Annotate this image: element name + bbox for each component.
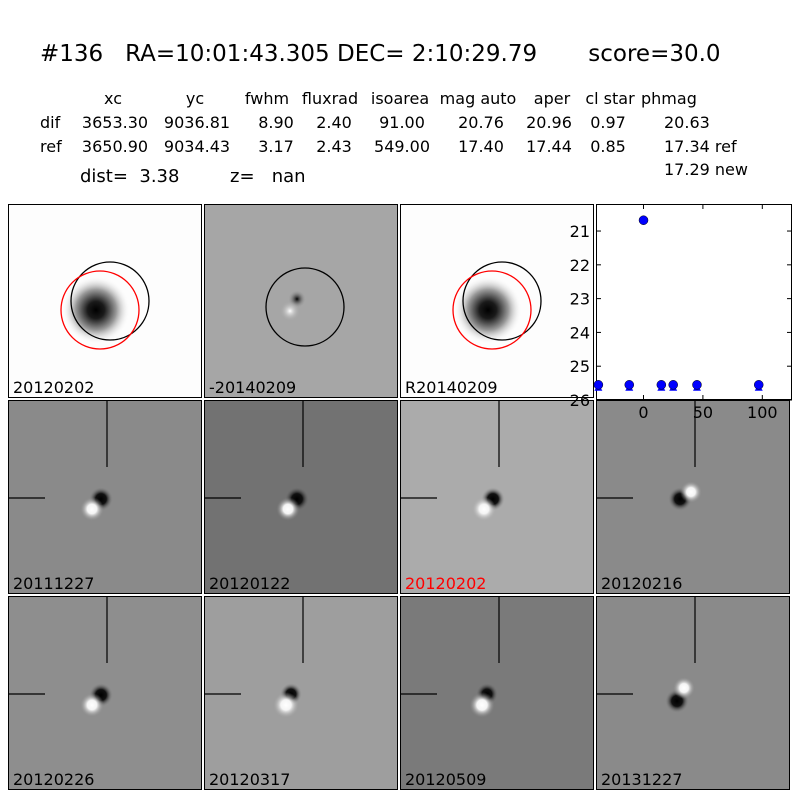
cutout-image bbox=[9, 597, 113, 717]
table-cell: 2.40 bbox=[316, 113, 352, 132]
stamp-panel: R20140209 bbox=[400, 204, 594, 398]
y-tick-label: 23 bbox=[570, 290, 590, 309]
data-point bbox=[753, 380, 764, 390]
column-header: phmag bbox=[641, 89, 697, 108]
aperture-circle-new bbox=[452, 270, 532, 350]
cutout-label: 20120122 bbox=[209, 574, 291, 593]
cutout-label: 20111227 bbox=[13, 574, 95, 593]
table-cell: 9036.81 bbox=[163, 113, 231, 132]
table-cell: 20.76 bbox=[458, 113, 504, 132]
data-point bbox=[668, 380, 678, 390]
column-header: yc bbox=[185, 89, 205, 108]
cutout-panel: 20120509 bbox=[400, 596, 594, 790]
row-label: dif bbox=[40, 113, 61, 132]
stamp-panel: 20120202 bbox=[8, 204, 202, 398]
x-tick-label: 50 bbox=[693, 403, 713, 422]
cutout-image bbox=[205, 597, 304, 718]
data-point bbox=[624, 380, 635, 390]
light-curve-frame bbox=[596, 204, 792, 400]
column-header: fwhm bbox=[244, 89, 290, 108]
column-header: isoarea bbox=[370, 89, 430, 108]
phmag-new: 17.29 new bbox=[664, 160, 748, 179]
cutout-panel: 20120122 bbox=[204, 400, 398, 594]
z-value: z= nan bbox=[230, 166, 306, 187]
cutout-panel: 20120216 bbox=[596, 400, 790, 594]
cutout-image bbox=[401, 597, 500, 718]
table-cell: 17.40 bbox=[458, 137, 504, 156]
stamp-image bbox=[401, 205, 593, 397]
cutout-panel: 20120317 bbox=[204, 596, 398, 790]
y-tick-label: 21 bbox=[570, 222, 590, 241]
column-header: cl star bbox=[585, 89, 635, 108]
column-header: aper bbox=[533, 89, 571, 108]
x-tick-label: 100 bbox=[747, 403, 778, 422]
stamp-image bbox=[9, 205, 201, 397]
column-header: fluxrad bbox=[301, 89, 359, 108]
y-tick-label: 26 bbox=[570, 391, 590, 410]
table-cell: 20.96 bbox=[526, 113, 572, 132]
cutout-image bbox=[9, 401, 113, 521]
positive-residual bbox=[673, 677, 695, 699]
column-header: mag auto bbox=[439, 89, 517, 108]
table-cell: 3650.90 bbox=[81, 137, 149, 156]
table-cell: 17.44 bbox=[526, 137, 572, 156]
y-tick-label: 22 bbox=[570, 256, 590, 275]
aperture-circle-ref bbox=[265, 267, 345, 347]
stamp-label: R20140209 bbox=[405, 378, 498, 397]
positive-residual bbox=[276, 497, 300, 521]
positive-residual bbox=[472, 497, 496, 521]
table-cell: 9034.43 bbox=[163, 137, 231, 156]
stamp-panel: -20140209 bbox=[204, 204, 398, 398]
cutout-image bbox=[401, 401, 505, 521]
data-point bbox=[593, 380, 604, 390]
data-point bbox=[638, 215, 649, 225]
positive-residual bbox=[80, 497, 104, 521]
table-cell: 20.63 bbox=[664, 113, 710, 132]
table-cell: 2.43 bbox=[316, 137, 352, 156]
stamp-label: 20120202 bbox=[13, 378, 95, 397]
table-cell: 8.90 bbox=[258, 113, 294, 132]
x-tick-label: 0 bbox=[638, 403, 648, 422]
table-cell: 17.34 ref bbox=[664, 137, 737, 156]
cutout-label: 20120317 bbox=[209, 770, 291, 789]
cutout-image bbox=[597, 597, 696, 713]
table-cell: 549.00 bbox=[374, 137, 430, 156]
positive-residual bbox=[469, 692, 495, 718]
cutout-label: 20120216 bbox=[601, 574, 683, 593]
data-point bbox=[656, 380, 667, 390]
table-cell: 0.97 bbox=[590, 113, 626, 132]
table-cell: 0.85 bbox=[590, 137, 626, 156]
positive-residual bbox=[80, 693, 104, 717]
cutout-label: 20131227 bbox=[601, 770, 683, 789]
stamp-label: -20140209 bbox=[209, 378, 297, 397]
positive-residual bbox=[273, 692, 299, 718]
page-title: #136 RA=10:01:43.305 DEC= 2:10:29.79 sco… bbox=[40, 41, 721, 67]
cutout-panel: 20120226 bbox=[8, 596, 202, 790]
stamp-image bbox=[205, 205, 397, 397]
row-label: ref bbox=[40, 137, 62, 156]
data-point bbox=[692, 380, 702, 390]
table-cell: 3.17 bbox=[258, 137, 294, 156]
cutout-panel: 20111227 bbox=[8, 400, 202, 594]
dist-value: dist= 3.38 bbox=[80, 166, 180, 187]
cutout-image bbox=[597, 401, 702, 511]
column-header: xc bbox=[104, 89, 122, 108]
cutout-panel: 20131227 bbox=[596, 596, 790, 790]
table-cell: 91.00 bbox=[379, 113, 425, 132]
y-tick-label: 24 bbox=[570, 323, 590, 342]
light-curve-chart: 21 22 23 24 25 26 0 50 100 bbox=[570, 204, 792, 422]
positive-residual bbox=[680, 481, 702, 503]
cutout-label: 20120202 bbox=[405, 574, 487, 593]
y-tick-label: 25 bbox=[570, 357, 590, 376]
aperture-circle-ref bbox=[70, 261, 150, 341]
cutout-label: 20120509 bbox=[405, 770, 487, 789]
cutout-panel: 20120202 bbox=[400, 400, 594, 594]
aperture-circle-ref bbox=[462, 261, 542, 341]
aperture-circle-new bbox=[60, 270, 140, 350]
table-cell: 3653.30 bbox=[81, 113, 149, 132]
cutout-label: 20120226 bbox=[13, 770, 95, 789]
cutout-image bbox=[205, 401, 309, 521]
